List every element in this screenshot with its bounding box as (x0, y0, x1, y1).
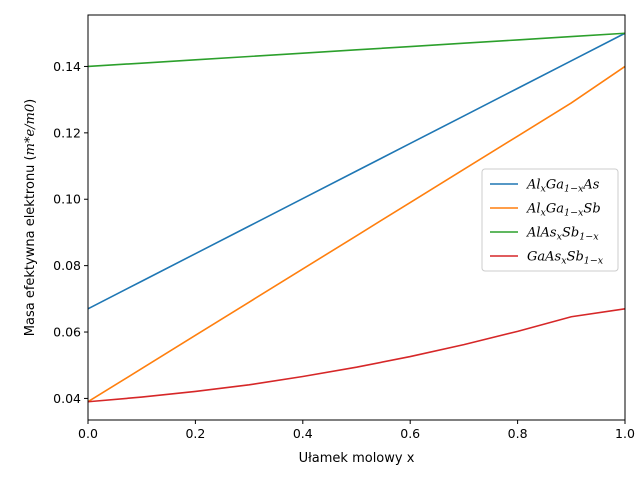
y-axis-label-ratio: m*e/m0 (23, 104, 38, 156)
x-tick-label: 0.4 (293, 426, 313, 441)
legend-entry-label: GaAsxSb1−x (527, 250, 604, 267)
y-tick-label: 0.04 (53, 391, 81, 406)
x-tick-label: 0.8 (508, 426, 528, 441)
plot-lines (87, 32, 626, 403)
legend: AlxGa1−xAs AlxGa1−xSb AlAsxSb1−x GaAsxSb1−x (481, 168, 619, 272)
x-axis: 0.0 0.2 0.4 0.6 0.8 1.0 (78, 420, 635, 441)
y-axis-label: Masa efektywna elektronu (m*e/m0) (23, 99, 38, 336)
y-tick-label: 0.14 (53, 59, 81, 74)
plot-frame (87, 14, 626, 421)
y-axis-label-text: Masa efektywna elektronu ( (23, 155, 38, 336)
series-line-2 (87, 65, 626, 403)
x-axis-label: Ułamek molowy x (299, 451, 415, 466)
y-tick-label: 0.10 (53, 192, 81, 207)
x-tick-label: 1.0 (615, 426, 635, 441)
legend-box (481, 168, 619, 272)
legend-entry-label: AlxGa1−xAs (526, 178, 600, 195)
legend-entry-label: AlAsxSb1−x (526, 226, 599, 243)
legend-entry-label: AlxGa1−xSb (526, 202, 601, 219)
series-line-3 (87, 32, 626, 68)
y-tick-label: 0.08 (53, 258, 81, 273)
x-tick-label: 0.6 (400, 426, 420, 441)
series-line-1 (87, 32, 626, 310)
y-tick-label: 0.06 (53, 325, 81, 340)
y-axis: 0.04 0.06 0.08 0.10 0.12 0.14 (53, 59, 88, 406)
series-line-4 (87, 307, 626, 403)
y-tick-label: 0.12 (53, 125, 81, 140)
x-tick-label: 0.2 (185, 426, 205, 441)
x-tick-label: 0.0 (78, 426, 98, 441)
